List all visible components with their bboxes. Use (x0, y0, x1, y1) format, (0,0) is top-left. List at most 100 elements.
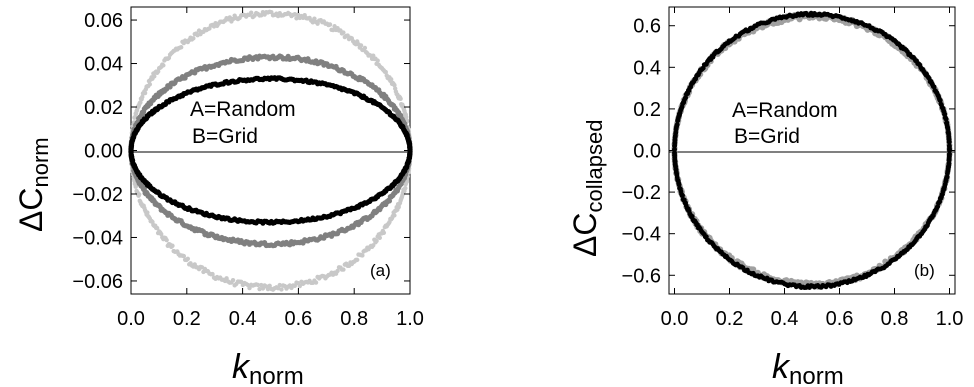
data-point-s0 (142, 90, 148, 96)
panel-b: 0.0 0.2 0.4 0.6 0.8 1.0 0.6 0.4 0.2 0.0 −0.2 −0.4 −… (567, 6, 963, 387)
data-point-s0 (374, 238, 379, 244)
x-axis-label-a: knorm (232, 348, 304, 387)
y-tick-label: −0.04 (72, 227, 123, 249)
data-point-s0 (310, 20, 316, 25)
data-point-s0 (185, 256, 191, 262)
annotation-a-line2: B=Grid (192, 125, 258, 148)
x-axis-label-a-sub: norm (249, 363, 304, 387)
data-point-s0 (327, 22, 333, 27)
data-point-s0 (259, 282, 264, 288)
data-point-s0 (341, 30, 346, 35)
data-point-s0 (297, 283, 302, 289)
data-point-s0 (161, 63, 166, 68)
data-point-s1 (946, 139, 952, 145)
yticks-b: 0.6 0.4 0.2 0.0 −0.2 −0.4 −0.6 (622, 16, 955, 287)
x-tick-label: 0.2 (716, 308, 744, 330)
data-point-s1 (386, 198, 393, 204)
data-point-s0 (388, 77, 394, 82)
y-axis-label-b-main: ΔC (567, 213, 603, 257)
data-point-s0 (392, 213, 397, 218)
data-point-s0 (371, 243, 376, 248)
data-point-s0 (294, 16, 299, 21)
y-tick-label: 0.06 (84, 10, 123, 32)
data-point-s0 (210, 271, 215, 277)
y-tick-label: 0.2 (633, 99, 661, 121)
data-point-s0 (341, 267, 346, 272)
x-tick-label: 0.8 (340, 308, 368, 330)
x-tick-label: 0.4 (771, 308, 799, 330)
y-axis-label-a-sub: norm (28, 137, 53, 187)
y-tick-label: 0.00 (84, 141, 123, 163)
x-tick-label: 0.2 (173, 308, 201, 330)
data-point-s0 (257, 286, 262, 292)
data-point-s0 (170, 243, 175, 248)
data-point-s0 (255, 282, 261, 288)
x-axis-label-b: knorm (772, 348, 844, 387)
data-point-s0 (154, 225, 160, 231)
data-point-s0 (191, 36, 196, 41)
plot-frame-b (668, 6, 956, 295)
data-point-s1 (937, 98, 943, 103)
data-point-s0 (140, 94, 145, 100)
points-a (128, 9, 413, 292)
data-point-s0 (392, 82, 397, 88)
y-tick-label: 0.4 (633, 57, 661, 79)
y-tick-label: 0.6 (633, 16, 661, 38)
y-tick-label: 0.04 (84, 54, 123, 76)
y-axis-label-a-main: ΔC (13, 188, 49, 232)
annotation-b-line2: B=Grid (734, 125, 800, 148)
y-tick-label: 0.02 (84, 97, 123, 119)
data-point-s0 (230, 277, 236, 283)
xticks-b: 0.0 0.2 0.4 0.6 0.8 1.0 (661, 7, 963, 330)
x-tick-label: 0.6 (826, 308, 854, 330)
data-point-s0 (136, 192, 142, 197)
points-b (671, 10, 953, 291)
data-point-s0 (145, 210, 150, 215)
data-point-s0 (178, 45, 184, 50)
data-point-s0 (181, 253, 187, 259)
yticks-a: 0.06 0.04 0.02 0.00 −0.02 −0.04 −0.06 (72, 10, 410, 293)
data-point-s1 (676, 182, 682, 188)
x-tick-label: 0.8 (881, 308, 909, 330)
data-point-s0 (292, 11, 298, 17)
data-point-s0 (354, 257, 360, 263)
data-point-s0 (362, 45, 368, 51)
x-axis-label-b-main: k (772, 348, 791, 386)
data-point-s0 (152, 74, 157, 79)
y-axis-label-a: ΔCnorm (13, 137, 53, 232)
data-point-s0 (403, 114, 409, 120)
annotation-a-line1: A=Random (190, 98, 296, 121)
data-point-s0 (312, 16, 317, 21)
x-axis-label-b-sub: norm (789, 363, 844, 387)
y-tick-label: 0.0 (633, 141, 661, 163)
data-point-s0 (147, 82, 153, 87)
y-axis-label-b: ΔCcollapsed (567, 120, 607, 257)
data-point-s1 (674, 122, 680, 128)
data-point-s1 (931, 84, 937, 90)
data-point-s0 (279, 287, 284, 292)
data-point-s0 (750, 266, 757, 273)
panel-label-b: (b) (914, 261, 935, 280)
y-tick-label: −0.06 (72, 271, 123, 293)
annotation-b-line1: A=Random (732, 99, 838, 122)
x-tick-label: 0.4 (229, 308, 257, 330)
data-point-s0 (295, 12, 301, 17)
data-point-s0 (377, 235, 382, 240)
data-point-s0 (403, 185, 408, 191)
data-point-s1 (680, 193, 685, 198)
panel-label-a: (a) (370, 261, 391, 280)
data-point-s0 (277, 282, 282, 288)
panel-a: 0.0 0.2 0.4 0.6 0.8 1.0 0.06 0.04 0.02 0.00 −0.02… (13, 6, 424, 387)
x-tick-label: 0.0 (117, 308, 145, 330)
data-point-s1 (943, 116, 949, 122)
y-tick-label: −0.4 (622, 224, 661, 246)
data-point-s0 (383, 69, 388, 75)
x-tick-label: 1.0 (396, 308, 424, 330)
y-tick-label: −0.6 (622, 265, 661, 287)
data-point-s0 (358, 43, 364, 48)
x-tick-label: 0.0 (661, 308, 689, 330)
data-point-s0 (265, 286, 271, 292)
data-point-s0 (398, 96, 403, 101)
data-point-s0 (224, 276, 229, 281)
